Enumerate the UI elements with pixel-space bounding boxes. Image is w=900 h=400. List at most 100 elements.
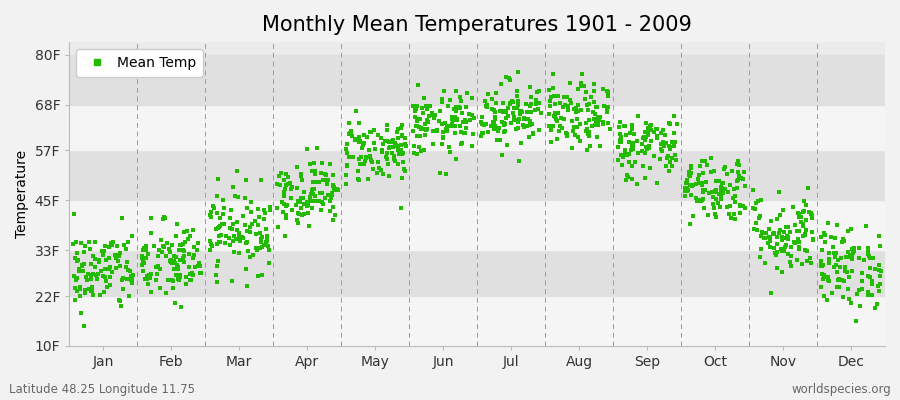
- Point: [850, 291, 864, 297]
- Point: [525, 120, 539, 127]
- Point: [487, 114, 501, 120]
- Point: [69, 239, 84, 246]
- Point: [720, 203, 734, 210]
- Point: [274, 170, 288, 176]
- Point: [637, 175, 652, 182]
- Bar: [69, 54, 885, 104]
- Point: [591, 120, 606, 126]
- Point: [694, 198, 708, 204]
- Point: [805, 229, 819, 235]
- Point: [797, 208, 812, 214]
- Point: [775, 234, 789, 240]
- Point: [649, 126, 663, 132]
- Point: [726, 211, 741, 217]
- Point: [254, 236, 268, 242]
- Point: [113, 250, 128, 256]
- Point: [865, 278, 879, 284]
- Point: [634, 148, 649, 154]
- Point: [684, 170, 698, 176]
- Point: [669, 157, 683, 163]
- Point: [182, 251, 196, 257]
- Point: [655, 147, 670, 154]
- Point: [412, 124, 427, 130]
- Point: [304, 168, 319, 174]
- Point: [714, 196, 728, 202]
- Point: [157, 214, 171, 220]
- Point: [774, 246, 788, 252]
- Point: [169, 262, 184, 269]
- Point: [495, 152, 509, 158]
- Point: [326, 204, 340, 210]
- Point: [121, 276, 135, 282]
- Point: [68, 211, 82, 217]
- Point: [581, 101, 596, 107]
- Point: [685, 182, 699, 189]
- Point: [123, 273, 138, 280]
- Point: [135, 252, 149, 259]
- Point: [698, 178, 713, 185]
- Point: [209, 272, 223, 278]
- Point: [834, 277, 849, 284]
- Point: [476, 130, 491, 136]
- Point: [92, 258, 106, 265]
- Point: [398, 140, 412, 147]
- Point: [626, 142, 641, 148]
- Point: [496, 109, 510, 116]
- Point: [448, 108, 463, 114]
- Point: [94, 268, 108, 275]
- Point: [626, 176, 640, 182]
- Point: [637, 129, 652, 136]
- Point: [523, 83, 537, 90]
- Point: [290, 184, 304, 191]
- Point: [775, 246, 789, 253]
- Point: [600, 89, 615, 96]
- Point: [136, 245, 150, 252]
- Point: [344, 128, 358, 134]
- Point: [150, 271, 165, 278]
- Point: [579, 128, 593, 134]
- Point: [167, 253, 182, 260]
- Point: [478, 98, 492, 104]
- Point: [136, 256, 150, 262]
- Point: [844, 300, 859, 306]
- Point: [792, 244, 806, 250]
- Point: [185, 226, 200, 233]
- Point: [68, 284, 82, 291]
- Point: [380, 138, 394, 144]
- Point: [307, 186, 321, 193]
- Point: [611, 144, 625, 150]
- Point: [315, 160, 329, 166]
- Point: [419, 126, 434, 132]
- Point: [166, 258, 181, 264]
- Point: [522, 134, 536, 140]
- Point: [489, 100, 503, 106]
- Point: [814, 234, 828, 240]
- Point: [298, 200, 312, 207]
- Point: [754, 246, 769, 253]
- Point: [327, 184, 341, 190]
- Point: [814, 260, 829, 266]
- Point: [212, 224, 227, 230]
- Point: [550, 136, 564, 142]
- Point: [363, 154, 377, 160]
- Point: [271, 224, 285, 230]
- Point: [361, 176, 375, 182]
- Point: [837, 238, 851, 244]
- Point: [209, 226, 223, 232]
- Point: [449, 87, 464, 94]
- Point: [255, 272, 269, 278]
- Point: [753, 253, 768, 260]
- Point: [176, 253, 191, 260]
- Point: [346, 154, 360, 160]
- Point: [142, 272, 157, 278]
- Point: [428, 111, 442, 118]
- Point: [662, 168, 676, 175]
- Point: [223, 215, 238, 222]
- Point: [806, 237, 821, 244]
- Bar: [69, 250, 885, 296]
- Point: [761, 240, 776, 246]
- Point: [71, 257, 86, 263]
- Point: [492, 124, 507, 131]
- Point: [828, 254, 842, 260]
- Point: [134, 262, 148, 268]
